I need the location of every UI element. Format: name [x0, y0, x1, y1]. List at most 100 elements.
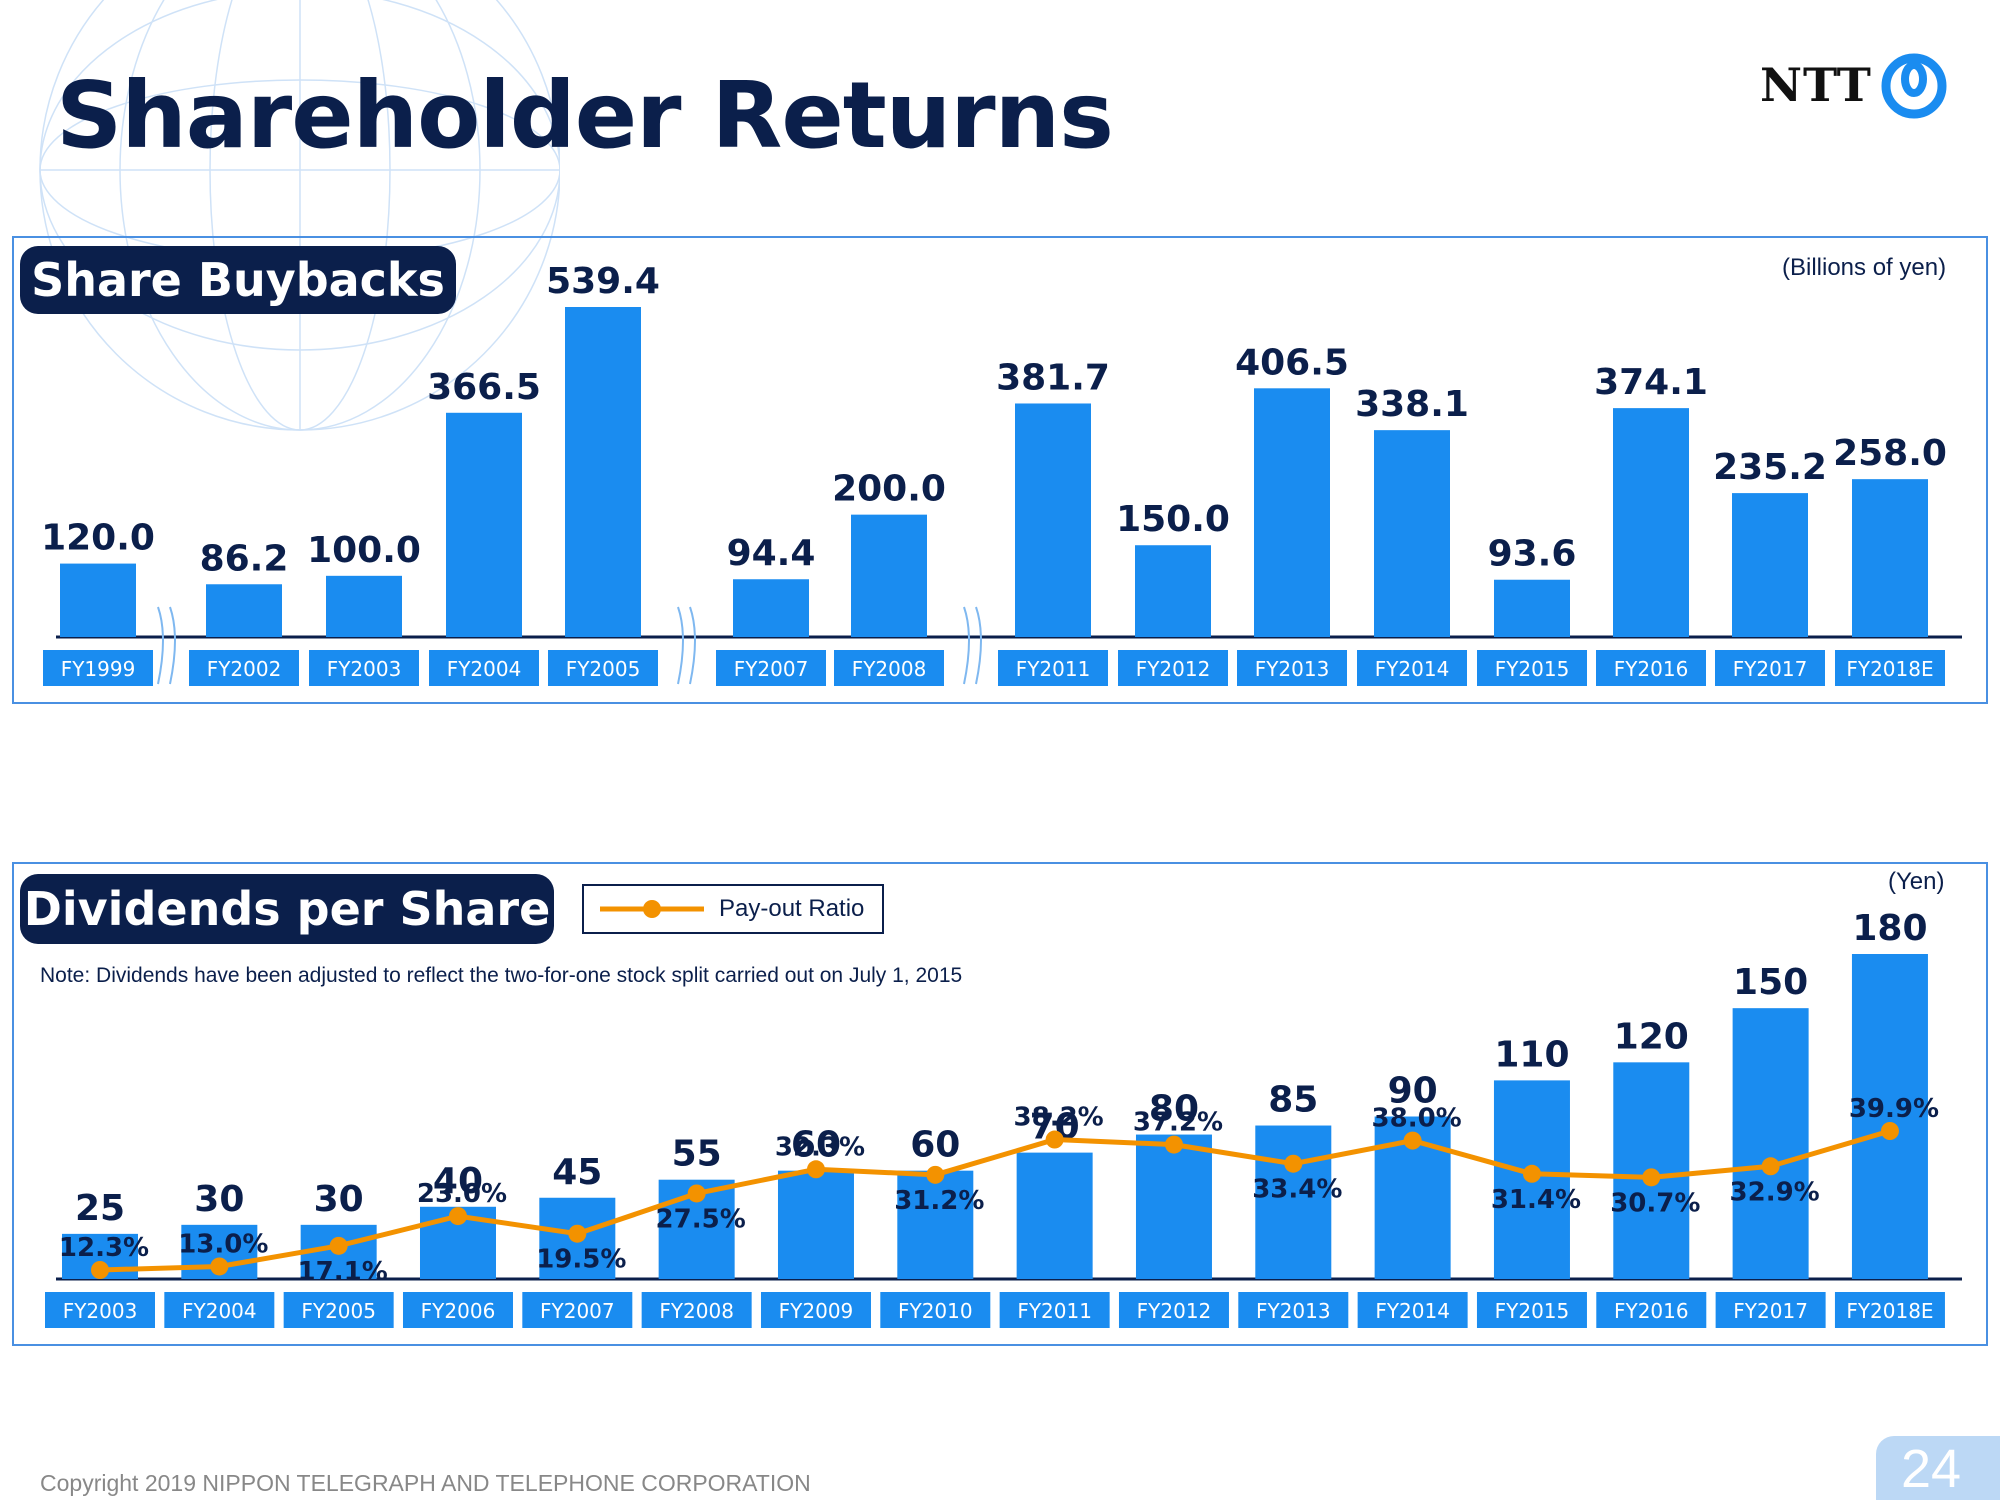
dividend-category-box: [1715, 1292, 1826, 1328]
dividend-category-label: FY2009: [779, 1299, 854, 1323]
dividend-value-label: 60: [791, 1125, 841, 1166]
dividend-category-box: [880, 1292, 991, 1328]
payout-ratio-point: [926, 1165, 945, 1184]
buyback-category-box: [1596, 650, 1706, 686]
buyback-bar: [1135, 545, 1211, 637]
buyback-category-box: [1477, 650, 1587, 686]
logo-wordmark: NTT: [1760, 58, 1872, 112]
payout-ratio-point: [448, 1207, 467, 1226]
payout-ratio-line: [99, 1128, 1891, 1273]
dividend-value-label: 45: [552, 1152, 602, 1193]
buyback-bar: [206, 584, 282, 637]
buyback-bar: [1732, 493, 1808, 637]
buyback-category-label: FY2014: [1375, 657, 1450, 681]
buyback-value-label: 93.6: [1488, 534, 1577, 575]
buyback-bar: [733, 579, 809, 637]
dividend-category-box: [1596, 1292, 1707, 1328]
buyback-category-box: [43, 650, 153, 686]
buyback-category-box: [1357, 650, 1467, 686]
buyback-value-label: 150.0: [1116, 499, 1230, 540]
dividend-value-label: 110: [1494, 1034, 1569, 1075]
dividend-category-label: FY2011: [1017, 1299, 1092, 1323]
buyback-category-box: [1237, 650, 1347, 686]
dividend-category-label: FY2013: [1256, 1299, 1331, 1323]
dividend-category-box: [641, 1292, 752, 1328]
payout-ratio-point: [329, 1236, 348, 1255]
buyback-category-box: [429, 650, 539, 686]
payout-ratio-label: 38.2%: [1014, 1103, 1104, 1133]
buyback-category-label: FY2002: [207, 657, 282, 681]
dividends-unit-label: (Yen): [1888, 868, 1945, 895]
buyback-bar: [446, 412, 522, 637]
dividend-bar: [1016, 1152, 1093, 1279]
buyback-value-label: 258.0: [1833, 433, 1947, 474]
dividend-value-label: 30: [314, 1179, 364, 1220]
payout-ratio-label: 39.9%: [1849, 1094, 1939, 1124]
buyback-category-box: [834, 650, 944, 686]
buyback-category-box: [309, 650, 419, 686]
payout-ratio-point: [1761, 1157, 1780, 1176]
buyback-value-label: 200.0: [832, 469, 946, 510]
dividend-value-label: 60: [910, 1125, 960, 1166]
dividend-bar: [1135, 1134, 1212, 1279]
buyback-value-label: 366.5: [427, 367, 541, 408]
buyback-category-label: FY2008: [852, 657, 927, 681]
buyback-value-label: 374.1: [1594, 362, 1708, 403]
payout-ratio-point: [687, 1184, 706, 1203]
buyback-bar: [565, 307, 641, 637]
dividend-category-box: [522, 1292, 633, 1328]
buyback-category-box: [1118, 650, 1228, 686]
payout-ratio-point: [1880, 1122, 1899, 1140]
buyback-value-label: 381.7: [996, 357, 1110, 398]
buyback-value-label: 235.2: [1713, 447, 1827, 488]
payout-ratio-label: 37.2%: [1133, 1108, 1223, 1138]
dividend-category-box: [45, 1292, 155, 1328]
buyback-category-box: [716, 650, 826, 686]
payout-ratio-label: 33.4%: [1252, 1175, 1342, 1205]
dividend-category-label: FY2014: [1375, 1299, 1450, 1323]
buyback-bar: [1015, 403, 1091, 637]
buyback-category-label: FY2016: [1614, 657, 1689, 681]
footer-copyright: Copyright 2019 NIPPON TELEGRAPH AND TELE…: [40, 1470, 811, 1496]
payout-ratio-point: [1642, 1168, 1661, 1187]
dividend-category-box: [1357, 1292, 1468, 1328]
buyback-bar: [1374, 430, 1450, 637]
buyback-value-label: 338.1: [1355, 384, 1469, 425]
payout-ratio-label: 38.0%: [1372, 1104, 1462, 1134]
payout-ratio-point: [1403, 1131, 1422, 1150]
dividend-category-box: [1238, 1292, 1349, 1328]
payout-ratio-label: 17.1%: [298, 1257, 388, 1287]
buyback-category-label: FY2017: [1733, 657, 1808, 681]
buyback-category-label: FY2015: [1495, 657, 1570, 681]
globe-background-graphic: [39, 0, 560, 431]
buyback-category-label: FY2004: [447, 657, 522, 681]
payout-ratio-label: 30.7%: [1610, 1188, 1700, 1218]
dividend-category-label: FY2007: [540, 1299, 615, 1323]
legend-line-marker-icon: [600, 900, 704, 918]
dividend-value-label: 90: [1388, 1071, 1438, 1112]
share-buybacks-title: Share Buybacks: [20, 246, 456, 314]
dividend-category-label: FY2012: [1137, 1299, 1212, 1323]
dividend-category-label: FY2008: [659, 1299, 734, 1323]
buyback-category-label: FY2018E: [1846, 657, 1933, 681]
dividend-value-label: 150: [1733, 962, 1808, 1003]
share-buybacks-panel: [12, 236, 1988, 704]
buyback-value-label: 86.2: [200, 538, 289, 579]
buyback-bar: [60, 563, 136, 637]
dividend-category-box: [760, 1292, 871, 1328]
buyback-bar: [1852, 479, 1928, 637]
payout-ratio-point: [1284, 1154, 1303, 1173]
dividend-category-label: FY2003: [63, 1299, 138, 1323]
buyback-bar: [1254, 388, 1330, 637]
dividend-value-label: 180: [1852, 908, 1927, 949]
dividend-value-label: 80: [1149, 1089, 1199, 1130]
dividend-category-box: [283, 1292, 394, 1328]
dividend-bar: [897, 1170, 974, 1279]
axis-break-mark: [157, 606, 164, 685]
buyback-category-label: FY2005: [566, 657, 641, 681]
dividend-value-label: 55: [672, 1134, 722, 1175]
dividend-category-box: [1118, 1292, 1229, 1328]
dividend-category-label: FY2005: [301, 1299, 376, 1323]
payout-ratio-point: [91, 1261, 109, 1279]
buyback-category-label: FY2007: [734, 657, 809, 681]
